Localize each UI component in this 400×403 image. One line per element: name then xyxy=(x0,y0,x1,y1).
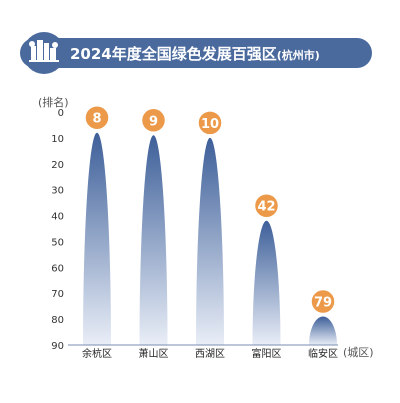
y-tick-label: 70 xyxy=(51,289,64,300)
rank-value-label: 8 xyxy=(92,112,101,127)
x-axis-label: (城区) xyxy=(343,346,374,359)
buildings-icon xyxy=(29,40,59,62)
chart-title: 2024年度全国绿色发展百强区(杭州市) xyxy=(70,45,320,63)
y-tick-label: 40 xyxy=(51,212,64,223)
title-banner xyxy=(20,38,372,68)
rank-value-label: 79 xyxy=(314,296,332,311)
y-tick-label: 80 xyxy=(51,315,64,326)
y-tick-label: 30 xyxy=(51,186,64,197)
rank-badge xyxy=(310,288,336,315)
rank-badge xyxy=(197,110,223,136)
y-tick-label: 0 xyxy=(58,108,64,119)
y-tick-label: 20 xyxy=(51,160,64,171)
y-tick-label: 50 xyxy=(51,237,64,248)
rank-peak xyxy=(196,137,224,345)
rank-peak xyxy=(83,132,111,345)
rank-badge xyxy=(84,104,110,131)
district-label: 萧山区 xyxy=(139,348,169,360)
district-label: 富阳区 xyxy=(252,347,282,360)
rank-value-label: 9 xyxy=(149,114,158,129)
rank-peak xyxy=(252,220,281,345)
y-axis-label: (排名) xyxy=(38,95,69,109)
rank-badge xyxy=(140,107,167,134)
plot-area: 8 余杭区 9 萧山区 10 西湖区 42 富阳区 79 临安区 xyxy=(82,104,338,360)
y-tick-label: 60 xyxy=(51,263,64,274)
district-label: 西湖区 xyxy=(195,348,225,360)
rank-value-label: 10 xyxy=(201,117,219,132)
y-axis: 0 10 20 30 40 50 60 70 80 90 xyxy=(51,108,64,352)
y-tick-label: 90 xyxy=(51,341,64,352)
rank-badge xyxy=(253,192,280,219)
rank-peak xyxy=(139,135,168,345)
district-label: 临安区 xyxy=(308,347,338,360)
y-tick-label: 10 xyxy=(51,134,64,145)
district-label: 余杭区 xyxy=(82,347,112,360)
rank-value-label: 42 xyxy=(257,200,275,215)
rank-peak xyxy=(309,316,337,345)
